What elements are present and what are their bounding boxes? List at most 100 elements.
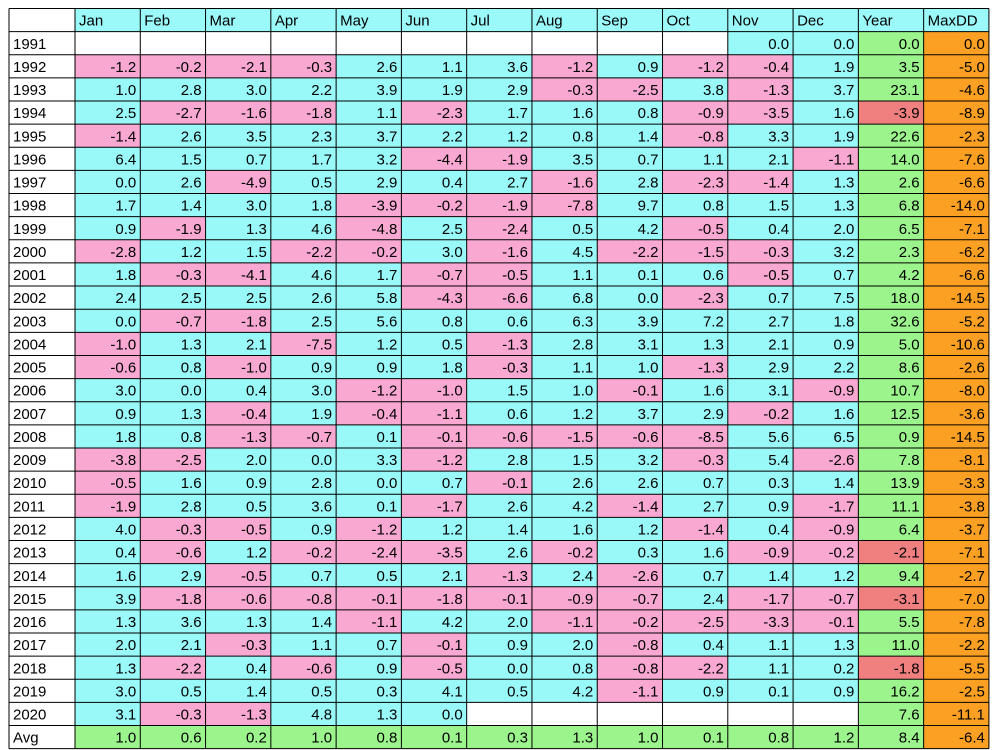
value-2003-nov: 2.7	[768, 313, 789, 330]
row-label-cell-2014	[9, 563, 75, 587]
value-1995-dec: 1.9	[834, 128, 855, 145]
cell-2013-year	[858, 540, 924, 564]
cell-2001-maxdd	[923, 262, 989, 287]
cell-1996-feb	[140, 147, 206, 171]
value-2004-jan: -1.0	[110, 336, 136, 353]
value-2007-year: 12.5	[890, 406, 919, 423]
value-2012-jun: 1.2	[442, 521, 463, 538]
cell-1997-year	[858, 170, 924, 194]
cell-1991-sep	[597, 31, 663, 55]
cell-2010-maxdd	[923, 471, 989, 495]
value-2008-feb: 0.8	[181, 429, 202, 446]
value-2003-may: 5.6	[377, 313, 398, 330]
cell-2010-oct	[662, 471, 728, 495]
value-2002-oct: -2.3	[698, 290, 724, 307]
value-2016-maxdd: -7.8	[959, 614, 985, 631]
value-1995-nov: 3.3	[768, 128, 789, 145]
value-2016-mar: 1.3	[246, 614, 267, 631]
cell-2007-oct	[662, 401, 728, 425]
value-2020-mar: -1.3	[241, 707, 267, 724]
cell-1998-maxdd	[923, 193, 989, 217]
cell-2009-sep	[597, 447, 663, 472]
cell-2011-mar	[205, 494, 271, 518]
value-2019-feb: 0.5	[181, 683, 202, 700]
cell-2005-oct	[662, 355, 728, 379]
cell-2004-nov	[727, 332, 794, 356]
value-1996-jan: 6.4	[115, 151, 136, 168]
cell-2014-sep	[597, 563, 663, 587]
cell-2014-jul	[466, 563, 532, 587]
value-1996-aug: 3.5	[572, 151, 593, 168]
cell-2012-oct	[662, 517, 728, 541]
cell-2018-nov	[727, 656, 794, 680]
value-1992-year: 3.5	[899, 59, 920, 76]
value-1995-year: 22.6	[890, 128, 919, 145]
value-2011-jun: -1.7	[437, 498, 463, 515]
cell-2014-maxdd	[923, 563, 989, 587]
cell-2009-aug	[531, 447, 598, 472]
value-2013-maxdd: -7.1	[959, 545, 985, 562]
value-2005-mar: -1.0	[241, 360, 267, 377]
value-2018-aug: 0.8	[572, 660, 593, 677]
cell-2011-nov	[727, 494, 794, 518]
cell-2008-dec	[793, 424, 859, 448]
cell-2003-feb	[140, 309, 206, 333]
value-2010-mar: 0.9	[246, 475, 267, 492]
value-avg-apr: 1.0	[311, 730, 332, 747]
value-2018-maxdd: -5.5	[959, 660, 985, 677]
cell-1995-may	[336, 124, 402, 148]
value-2012-aug: 1.6	[572, 521, 593, 538]
value-2018-year: -1.8	[894, 660, 920, 677]
value-1998-jan: 1.7	[115, 198, 136, 215]
cell-avg-feb	[140, 725, 206, 749]
value-avg-oct: 0.1	[703, 730, 724, 747]
header-cell-maxdd	[923, 8, 989, 32]
cell-avg-year	[858, 725, 924, 749]
value-2001-may: 1.7	[377, 267, 398, 284]
cell-2008-jul	[466, 424, 532, 448]
cell-2000-year	[858, 239, 924, 263]
value-2010-jan: -0.5	[110, 475, 136, 492]
cell-2012-year	[858, 517, 924, 541]
column-header-mar: Mar	[210, 13, 236, 30]
cell-2005-feb	[140, 355, 206, 379]
value-2012-mar: -0.5	[241, 521, 267, 538]
cell-1995-dec	[793, 124, 859, 148]
cell-1992-maxdd	[923, 54, 989, 78]
cell-1992-apr	[270, 54, 337, 78]
value-2018-mar: 0.4	[246, 660, 267, 677]
value-2010-jul: -0.1	[502, 475, 528, 492]
value-2007-oct: 2.9	[703, 406, 724, 423]
cell-2003-mar	[205, 309, 271, 333]
value-2012-maxdd: -3.7	[959, 521, 985, 538]
row-label-1993: 1993	[13, 82, 46, 99]
value-1998-may: -3.9	[372, 198, 398, 215]
row-label-avg: Avg	[13, 730, 39, 747]
cell-1993-may	[336, 77, 402, 102]
cell-2014-may	[336, 563, 402, 587]
cell-2017-oct	[662, 633, 728, 657]
cell-2017-year	[858, 633, 924, 657]
value-1994-feb: -2.7	[176, 105, 202, 122]
cell-2002-oct	[662, 286, 728, 310]
cell-1996-maxdd	[923, 147, 989, 171]
value-2001-feb: -0.3	[176, 267, 202, 284]
cell-1996-jul	[466, 147, 532, 171]
cell-2011-feb	[140, 494, 206, 518]
value-2019-oct: 0.9	[703, 683, 724, 700]
row-label-cell-1995	[9, 124, 75, 148]
value-2007-nov: -0.2	[763, 406, 789, 423]
cell-2007-apr	[270, 401, 337, 425]
cell-2000-sep	[597, 239, 663, 263]
value-2003-sep: 3.9	[638, 313, 659, 330]
value-1997-aug: -1.6	[567, 175, 593, 192]
value-2001-mar: -4.1	[241, 267, 267, 284]
value-2001-year: 4.2	[899, 267, 920, 284]
cell-1997-jul	[466, 170, 532, 194]
value-2004-aug: 2.8	[572, 336, 593, 353]
value-2008-maxdd: -14.5	[951, 429, 985, 446]
cell-2020-jun	[401, 702, 467, 726]
cell-1994-aug	[531, 101, 598, 125]
value-2015-jun: -1.8	[437, 591, 463, 608]
